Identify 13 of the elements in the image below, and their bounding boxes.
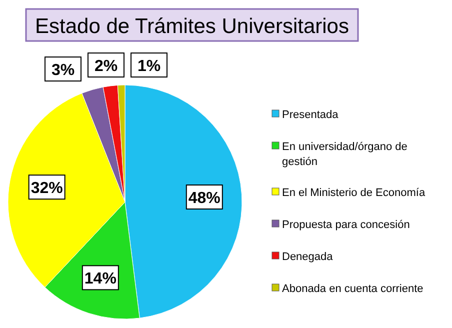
data-label: 2% (94, 58, 118, 75)
legend-label: Denegada (282, 251, 334, 263)
legend-label: Propuesta para concesión (282, 219, 410, 231)
data-label: 48% (188, 190, 220, 208)
legend-label: Abonada en cuenta corriente (282, 283, 424, 295)
legend-label: En el Ministerio de Economía (282, 187, 426, 199)
chart-title: Estado de Trámites Universitarios (35, 15, 349, 38)
data-label: 14% (84, 270, 116, 288)
data-label: 1% (137, 58, 161, 75)
legend-label: Presentada (282, 109, 340, 121)
data-label: 3% (51, 62, 75, 79)
data-label: 32% (30, 180, 63, 198)
legend-label: En universidad/órgano de gestión (282, 141, 408, 168)
